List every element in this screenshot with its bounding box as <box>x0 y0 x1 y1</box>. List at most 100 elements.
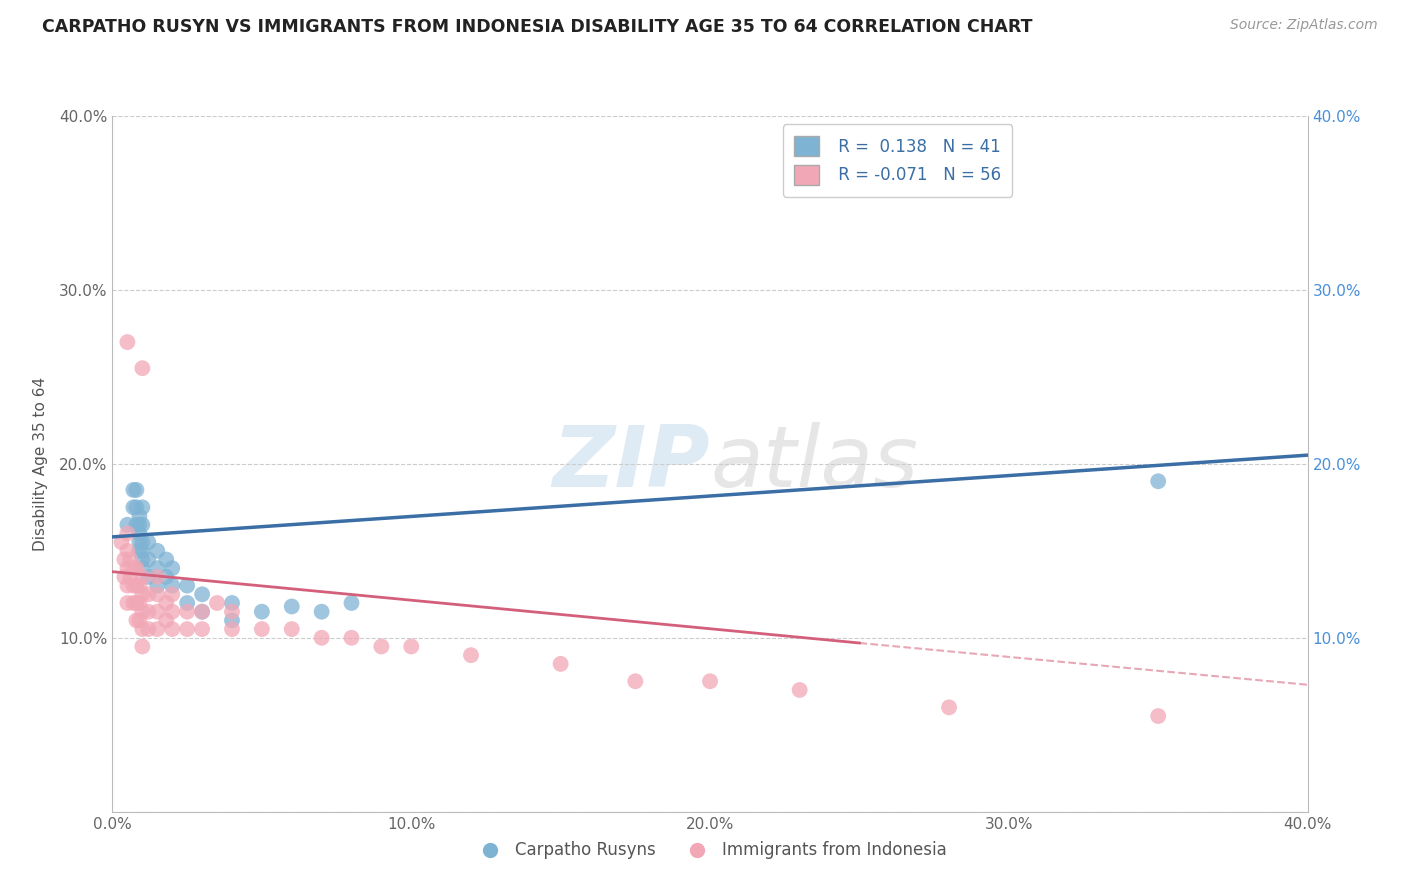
Text: atlas: atlas <box>710 422 918 506</box>
Point <box>281 622 304 636</box>
Point <box>1147 709 1170 723</box>
Point <box>146 570 169 584</box>
Point <box>138 535 160 549</box>
Point <box>128 526 150 541</box>
Point <box>131 535 153 549</box>
Point <box>131 561 153 575</box>
Point <box>117 526 139 541</box>
Point <box>221 596 243 610</box>
Point <box>138 587 160 601</box>
Point <box>110 535 132 549</box>
Point <box>162 605 183 619</box>
Point <box>117 578 139 592</box>
Point <box>162 561 183 575</box>
Point <box>370 640 392 654</box>
Point <box>122 578 145 592</box>
Point <box>122 500 145 515</box>
Text: ZIP: ZIP <box>553 422 710 506</box>
Point <box>128 508 150 523</box>
Point <box>128 578 150 592</box>
Point <box>1147 474 1170 488</box>
Point <box>191 587 214 601</box>
Point <box>122 483 145 497</box>
Point <box>114 552 135 566</box>
Point <box>128 517 150 532</box>
Point <box>460 648 482 662</box>
Point <box>138 622 160 636</box>
Point <box>131 570 153 584</box>
Point <box>340 631 363 645</box>
Point <box>120 552 142 566</box>
Point <box>125 517 148 532</box>
Point <box>191 605 214 619</box>
Point <box>624 674 647 689</box>
Point <box>340 596 363 610</box>
Point <box>699 674 721 689</box>
Point <box>131 543 153 558</box>
Point <box>128 535 150 549</box>
Point <box>131 517 153 532</box>
Point <box>125 500 148 515</box>
Point <box>155 596 177 610</box>
Point <box>155 570 177 584</box>
Point <box>125 483 148 497</box>
Text: CARPATHO RUSYN VS IMMIGRANTS FROM INDONESIA DISABILITY AGE 35 TO 64 CORRELATION : CARPATHO RUSYN VS IMMIGRANTS FROM INDONE… <box>42 18 1032 36</box>
Point <box>125 578 148 592</box>
Point <box>401 640 423 654</box>
Point <box>938 700 960 714</box>
Point <box>146 622 169 636</box>
Point <box>250 605 273 619</box>
Point <box>131 552 153 566</box>
Point <box>117 517 139 532</box>
Point <box>138 552 160 566</box>
Point <box>191 622 214 636</box>
Point <box>117 334 139 349</box>
Point <box>250 622 273 636</box>
Point <box>138 570 160 584</box>
Point <box>146 605 169 619</box>
Point <box>146 543 169 558</box>
Point <box>117 543 139 558</box>
Point <box>176 605 198 619</box>
Point <box>162 578 183 592</box>
Point <box>311 631 333 645</box>
Y-axis label: Disability Age 35 to 64: Disability Age 35 to 64 <box>32 376 48 551</box>
Point <box>221 614 243 628</box>
Text: Source: ZipAtlas.com: Source: ZipAtlas.com <box>1230 18 1378 32</box>
Point <box>131 640 153 654</box>
Point <box>131 622 153 636</box>
Point <box>131 605 153 619</box>
Point <box>117 596 139 610</box>
Point <box>221 605 243 619</box>
Point <box>155 552 177 566</box>
Point <box>191 605 214 619</box>
Point <box>120 570 142 584</box>
Point <box>128 596 150 610</box>
Point <box>125 596 148 610</box>
Point <box>789 683 811 698</box>
Point <box>125 561 148 575</box>
Point <box>176 578 198 592</box>
Point <box>146 561 169 575</box>
Point <box>131 500 153 515</box>
Point <box>117 561 139 575</box>
Point <box>114 570 135 584</box>
Point <box>205 596 228 610</box>
Point <box>146 578 169 592</box>
Point <box>155 614 177 628</box>
Point <box>146 587 169 601</box>
Point <box>311 605 333 619</box>
Point <box>176 596 198 610</box>
Point <box>138 605 160 619</box>
Point <box>128 614 150 628</box>
Point <box>162 622 183 636</box>
Point <box>125 614 148 628</box>
Point <box>176 622 198 636</box>
Point <box>550 657 572 671</box>
Point <box>122 561 145 575</box>
Point <box>131 361 153 376</box>
Point <box>128 543 150 558</box>
Point <box>221 622 243 636</box>
Legend: Carpatho Rusyns, Immigrants from Indonesia: Carpatho Rusyns, Immigrants from Indones… <box>467 835 953 866</box>
Point <box>131 587 153 601</box>
